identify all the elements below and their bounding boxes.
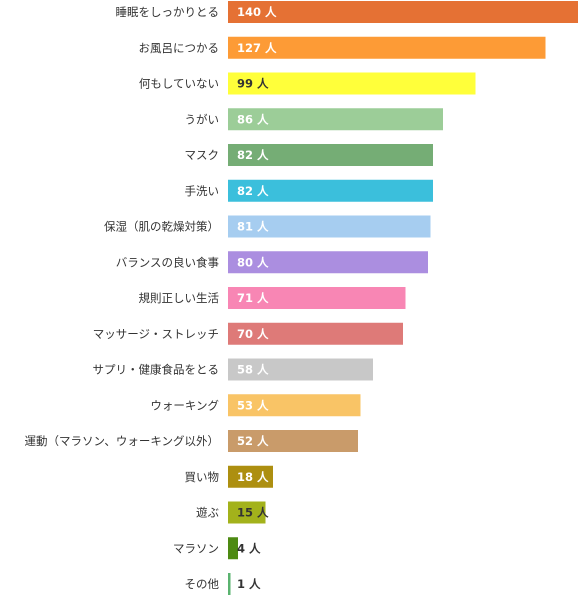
category-label: マスク [185, 148, 220, 162]
category-label: サプリ・健康食品をとる [93, 363, 220, 377]
value-label: 53 人 [237, 398, 269, 412]
category-label: 運動（マラソン、ウォーキング以外） [25, 434, 219, 448]
value-label: 52 人 [237, 434, 269, 448]
bar-9 [228, 287, 406, 309]
bar-10 [228, 322, 403, 345]
bar-5 [228, 144, 433, 166]
category-label: マラソン [173, 541, 219, 555]
value-label: 80 人 [237, 255, 269, 269]
category-label: 買い物 [185, 470, 220, 484]
category-label: 手洗い [185, 184, 220, 198]
bar-11 [228, 358, 373, 381]
bar-6 [228, 179, 433, 202]
value-label: 58 人 [237, 363, 269, 377]
bars-group [228, 1, 578, 595]
bar-16 [228, 537, 238, 560]
value-label: 71 人 [237, 291, 269, 305]
category-label: バランスの良い食事 [116, 255, 219, 269]
bar-8 [228, 251, 428, 274]
value-label: 99 人 [237, 77, 269, 91]
bar-4 [228, 108, 443, 131]
bar-17 [228, 573, 231, 595]
category-label: 遊ぶ [196, 506, 219, 520]
category-label: その他 [185, 577, 220, 591]
bar-14 [228, 465, 273, 488]
category-label: 睡眠をしっかりとる [116, 5, 220, 19]
bar-15 [228, 501, 266, 524]
value-label: 127 人 [237, 41, 277, 55]
value-label: 82 人 [237, 148, 269, 162]
category-label: 何もしていない [139, 77, 219, 91]
category-label: うがい [185, 112, 220, 126]
bar-13 [228, 430, 358, 452]
value-labels-group: 140 人 127 人 99 人 86 人 82 人 82 人 81 人 80 人 71 人 70… [237, 5, 277, 591]
category-label: お風呂につかる [139, 41, 220, 55]
category-label: マッサージ・ストレッチ [93, 327, 219, 341]
value-label: 81 人 [237, 220, 269, 234]
bar-3 [228, 72, 476, 95]
value-label: 140 人 [237, 5, 277, 19]
value-label: 86 人 [237, 112, 269, 126]
bar-12 [228, 394, 361, 417]
value-label: 15 人 [237, 506, 269, 520]
value-label: 70 人 [237, 327, 269, 341]
value-label: 1 人 [237, 577, 261, 591]
bar-2 [228, 36, 546, 59]
value-label: 18 人 [237, 470, 269, 484]
bar-1 [228, 1, 578, 23]
category-labels-group: 睡眠をしっかりとるお風呂につかる何もしていないうがいマスク手洗い保湿（肌の乾燥対… [25, 5, 220, 591]
value-label: 82 人 [237, 184, 269, 198]
category-label: 保湿（肌の乾燥対策） [104, 220, 219, 234]
category-label: 規則正しい生活 [139, 291, 220, 305]
category-label: ウォーキング [150, 398, 219, 412]
value-label: 4 人 [237, 541, 261, 555]
bar-7 [228, 215, 431, 238]
